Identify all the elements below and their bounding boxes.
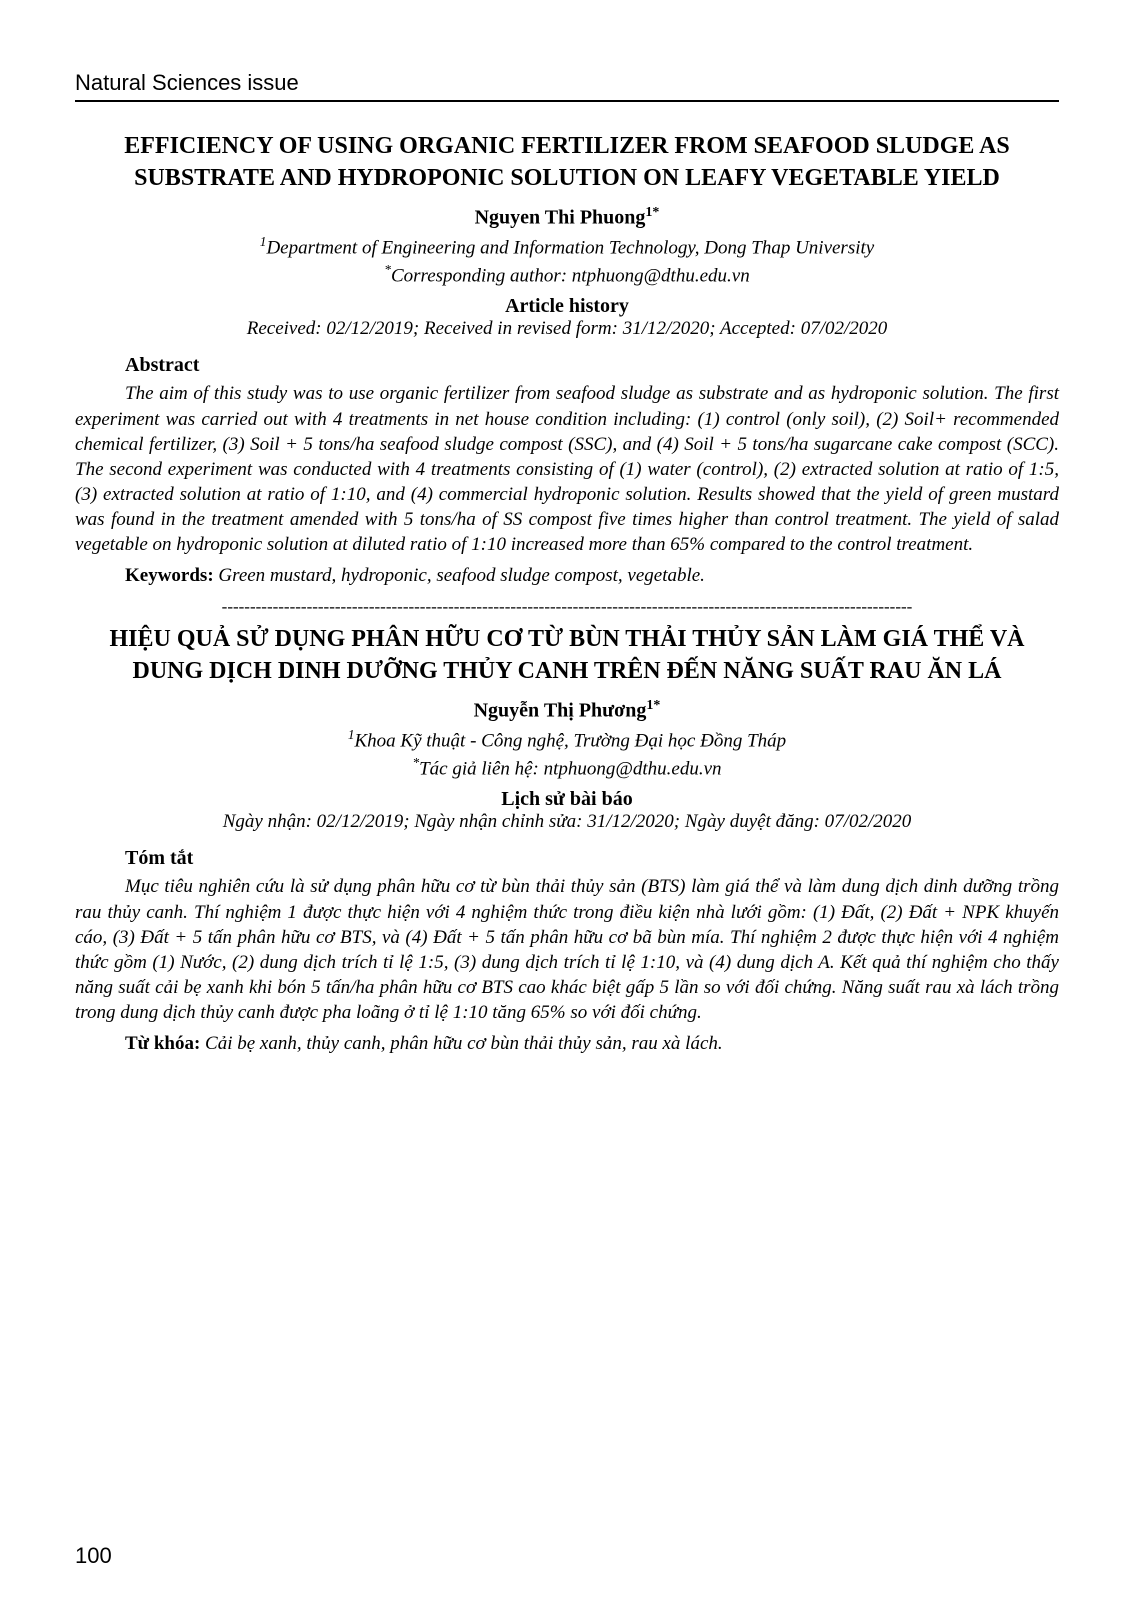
article-history-heading-vi: Lịch sử bài báo <box>75 788 1059 811</box>
title-en: EFFICIENCY OF USING ORGANIC FERTILIZER F… <box>105 130 1029 195</box>
article-history-vi: Ngày nhận: 02/12/2019; Ngày nhận chỉnh s… <box>75 811 1059 833</box>
corr-text-vi: Tác giả liên hệ: ntphuong@dthu.edu.vn <box>419 759 721 780</box>
keywords-value-en: Green mustard, hydroponic, seafood sludg… <box>214 565 705 586</box>
abstract-body-vi: Mục tiêu nghiên cứu là sử dụng phân hữu … <box>75 874 1059 1024</box>
affiliation-sup-vi: 1 <box>348 727 355 742</box>
affiliation-en: 1Department of Engineering and Informati… <box>75 233 1059 261</box>
section-separator: ----------------------------------------… <box>75 597 1059 617</box>
affiliation-vi: 1Khoa Kỹ thuật - Công nghệ, Trường Đại h… <box>75 726 1059 754</box>
author-sup-en: 1* <box>645 205 659 220</box>
keywords-line-vi: Từ khóa: Cải bẹ xanh, thủy canh, phân hữ… <box>75 1033 1059 1055</box>
author-name-en: Nguyen Thi Phuong <box>475 206 646 228</box>
affiliation-text-en: Department of Engineering and Informatio… <box>266 238 874 259</box>
abstract-heading-en: Abstract <box>125 354 1059 377</box>
corr-text-en: Corresponding author: ntphuong@dthu.edu.… <box>391 266 750 287</box>
keywords-label-en: Keywords: <box>125 565 214 586</box>
author-vi: Nguyễn Thị Phương1* <box>75 698 1059 723</box>
corresponding-vi: *Tác giả liên hệ: ntphuong@dthu.edu.vn <box>75 754 1059 782</box>
corresponding-en: *Corresponding author: ntphuong@dthu.edu… <box>75 261 1059 289</box>
keywords-value-vi: Cải bẹ xanh, thủy canh, phân hữu cơ bùn … <box>200 1033 722 1054</box>
affiliation-text-vi: Khoa Kỹ thuật - Công nghệ, Trường Đại họ… <box>355 731 787 752</box>
abstract-heading-vi: Tóm tắt <box>125 847 1059 870</box>
keywords-label-vi: Từ khóa: <box>125 1033 200 1054</box>
keywords-line-en: Keywords: Green mustard, hydroponic, sea… <box>75 565 1059 587</box>
article-history-en: Received: 02/12/2019; Received in revise… <box>75 318 1059 340</box>
corr-sup-en: * <box>384 262 391 277</box>
article-history-heading-en: Article history <box>75 295 1059 318</box>
author-en: Nguyen Thi Phuong1* <box>75 205 1059 230</box>
journal-issue-header: Natural Sciences issue <box>75 70 1059 96</box>
author-name-vi: Nguyễn Thị Phương <box>474 699 647 721</box>
author-sup-vi: 1* <box>646 698 660 713</box>
title-vi: HIỆU QUẢ SỬ DỤNG PHÂN HỮU CƠ TỪ BÙN THẢI… <box>105 623 1029 688</box>
abstract-body-en: The aim of this study was to use organic… <box>75 381 1059 557</box>
page-number: 100 <box>75 1543 112 1569</box>
header-rule <box>75 100 1059 102</box>
